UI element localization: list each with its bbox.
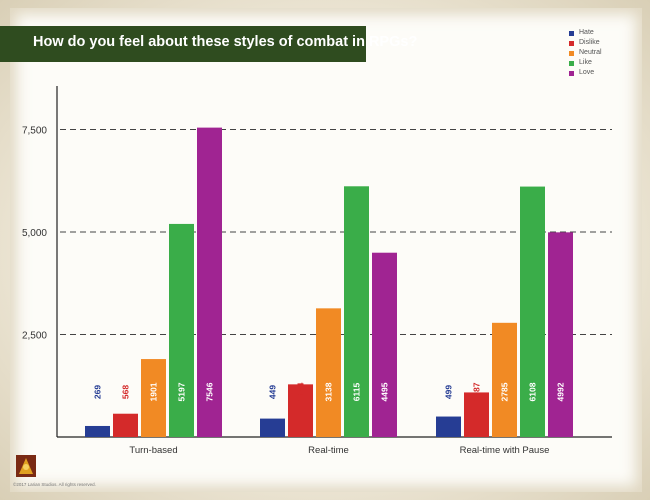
data-label: 568: [121, 385, 131, 399]
legend-label: Dislike: [579, 39, 600, 46]
bar-hate: [260, 418, 285, 437]
bar-neutral: [141, 359, 166, 437]
legend-label: Like: [579, 59, 592, 66]
bar-like: [344, 186, 369, 437]
x-tick-label: Real-time: [308, 445, 349, 456]
legend-label: Love: [579, 69, 595, 76]
legend-item-dislike: Dislike: [569, 38, 602, 48]
bar-neutral: [316, 308, 341, 437]
legend-swatch: [569, 30, 574, 36]
chart-legend: Hate Dislike Neutral Like Love: [569, 28, 602, 78]
data-label: 449: [268, 385, 278, 399]
legend-item-love: Love: [569, 68, 602, 78]
y-tick-label: 2,500: [22, 331, 47, 342]
legend-item-hate: Hate: [569, 28, 602, 38]
bar-hate: [436, 416, 461, 437]
legend-swatch: [569, 50, 574, 56]
legend-label: Hate: [579, 29, 594, 36]
data-label: 6115: [352, 383, 362, 402]
bar-dislike: [288, 384, 313, 437]
legend-item-like: Like: [569, 58, 602, 68]
chart-title: How do you feel about these styles of co…: [33, 34, 418, 50]
x-tick-label: Turn-based: [129, 445, 177, 456]
data-label: 499: [444, 385, 454, 399]
data-label: 1284: [296, 382, 306, 401]
bar-like: [520, 186, 545, 437]
bar-love: [372, 252, 397, 437]
bar-dislike: [113, 413, 138, 437]
legend-item-neutral: Neutral: [569, 48, 602, 58]
bar-dislike: [464, 392, 489, 437]
data-label: 5197: [177, 382, 187, 401]
studio-logo-icon: [16, 455, 36, 477]
legend-swatch: [569, 70, 574, 76]
data-label: 6108: [528, 382, 538, 401]
copyright-notice: ©2017 Larian Studios. All rights reserve…: [13, 482, 96, 487]
bar-neutral: [492, 322, 517, 437]
y-tick-label: 5,000: [22, 228, 47, 239]
data-label: 7546: [205, 382, 215, 401]
y-tick-label: 7,500: [22, 126, 47, 137]
bar-love: [548, 232, 573, 437]
bar-like: [169, 223, 194, 437]
data-label: 4992: [556, 382, 566, 401]
data-label: 1087: [472, 382, 482, 401]
title-banner: [0, 26, 366, 62]
bar-love: [197, 127, 222, 437]
legend-swatch: [569, 60, 574, 66]
data-label: 2785: [500, 382, 510, 401]
legend-label: Neutral: [579, 49, 602, 56]
legend-swatch: [569, 40, 574, 46]
bar-hate: [85, 425, 110, 437]
data-label: 1901: [149, 382, 159, 401]
x-tick-label: Real-time with Pause: [460, 445, 550, 456]
data-label: 269: [93, 385, 103, 399]
data-label: 3138: [324, 382, 334, 401]
data-label: 4495: [380, 382, 390, 401]
